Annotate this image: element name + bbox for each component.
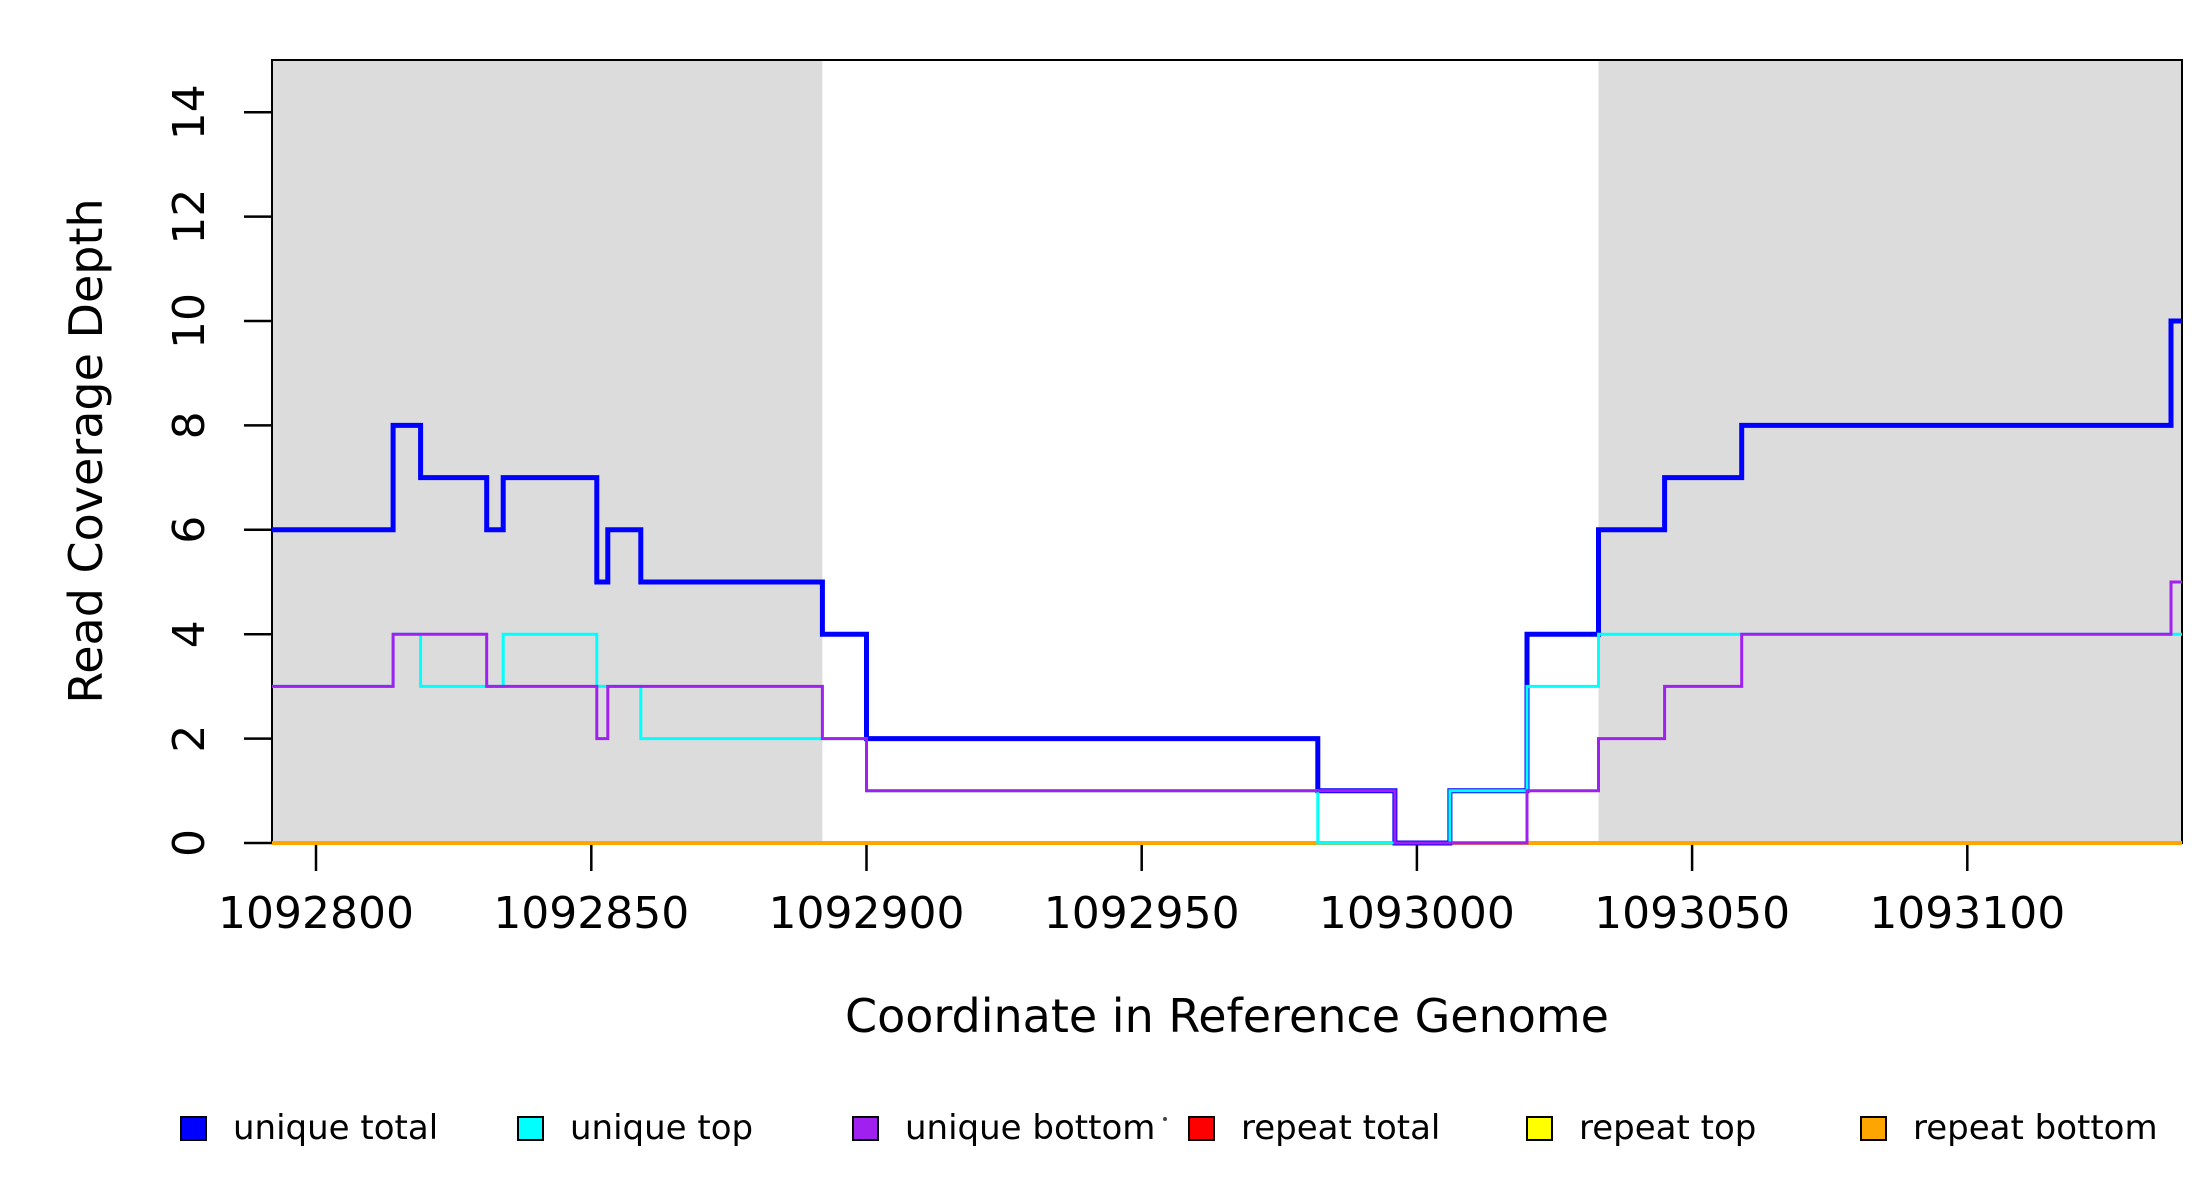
x-tick-label: 1092800 — [218, 888, 414, 939]
legend-item-unique-bottom: unique bottom — [852, 1108, 1155, 1148]
legend-label-repeat-top: repeat top — [1579, 1108, 1757, 1148]
legend-label-unique-total: unique total — [233, 1108, 439, 1148]
legend-swatch-unique-top — [517, 1115, 544, 1141]
y-tick-label: 10 — [164, 293, 215, 349]
y-tick-label: 6 — [164, 516, 215, 544]
x-tick-label: 1093000 — [1319, 888, 1515, 939]
legend-item-unique-top: unique top — [517, 1108, 753, 1148]
legend-item-unique-total: unique total — [180, 1108, 438, 1148]
y-axis-title: Read Coverage Depth — [59, 198, 113, 703]
y-tick-label: 14 — [164, 84, 215, 140]
left-shaded-region — [272, 60, 823, 843]
x-tick-label: 1093050 — [1594, 888, 1790, 939]
x-tick-label: 1092850 — [493, 888, 689, 939]
y-tick-label: 2 — [164, 725, 215, 753]
x-tick-label: 1092900 — [769, 888, 965, 939]
plot-axes-layer: 1092800 1092850 1092900 1092950 1093000 10930… — [164, 59, 2183, 939]
legend-label-unique-top: unique top — [570, 1108, 754, 1148]
legend-swatch-unique-total — [180, 1115, 207, 1141]
right-shaded-region — [1598, 60, 2182, 843]
stray-dot-artifact — [1163, 1117, 1167, 1121]
x-axis-title: Coordinate in Reference Genome — [845, 989, 1609, 1043]
series-line-unique-total — [272, 318, 2182, 846]
legend-swatch-repeat-top — [1526, 1115, 1553, 1141]
plot-background-layer — [272, 60, 2182, 843]
legend-label-unique-bottom: unique bottom — [905, 1108, 1156, 1148]
y-tick-label: 0 — [164, 829, 215, 857]
legend-swatch-repeat-bottom — [1860, 1115, 1887, 1141]
y-tick-label: 12 — [164, 189, 215, 245]
plot-series-layer — [272, 318, 2182, 846]
legend-label-repeat-total: repeat total — [1241, 1108, 1441, 1148]
legend-swatch-repeat-total — [1188, 1115, 1215, 1141]
legend-swatch-unique-bottom — [852, 1115, 879, 1141]
legend-label-repeat-bottom: repeat bottom — [1913, 1108, 2158, 1148]
x-tick-label: 1093100 — [1869, 888, 2065, 939]
legend-item-repeat-top: repeat top — [1526, 1108, 1756, 1148]
y-tick-label: 8 — [164, 411, 215, 439]
series-line-unique-top — [272, 632, 2182, 845]
y-tick-label: 4 — [164, 620, 215, 648]
legend-item-repeat-total: repeat total — [1188, 1108, 1440, 1148]
legend-item-repeat-bottom: repeat bottom — [1860, 1108, 2158, 1148]
x-tick-label: 1092950 — [1044, 888, 1240, 939]
series-line-unique-bottom — [272, 580, 2182, 845]
